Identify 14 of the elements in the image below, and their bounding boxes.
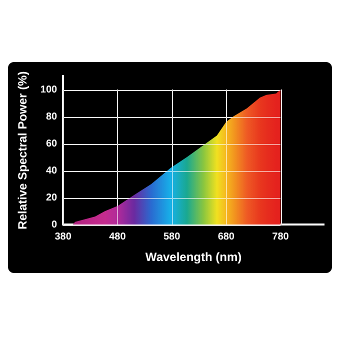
y-tick-label: 0 (52, 219, 58, 230)
x-tick-label: 780 (272, 231, 290, 242)
x-tick-label: 580 (163, 231, 181, 242)
x-axis-title: Wavelength (nm) (145, 250, 242, 264)
x-tick-label: 680 (218, 231, 235, 242)
y-tick-label: 40 (46, 165, 58, 176)
y-tick-label: 60 (46, 138, 58, 150)
card-background: Wavelength (nm) Relative Spectral Power (%) 380 480 580 680 780 0 20 40 60 80 100 (8, 62, 332, 273)
x-tick-label: 380 (54, 231, 72, 242)
y-tick-label: 20 (46, 192, 58, 204)
x-tick-label: 480 (109, 231, 126, 242)
y-tick-label: 80 (46, 111, 58, 122)
y-tick-label: 100 (40, 84, 58, 96)
y-axis-title: Relative Spectral Power (%) (16, 71, 30, 230)
